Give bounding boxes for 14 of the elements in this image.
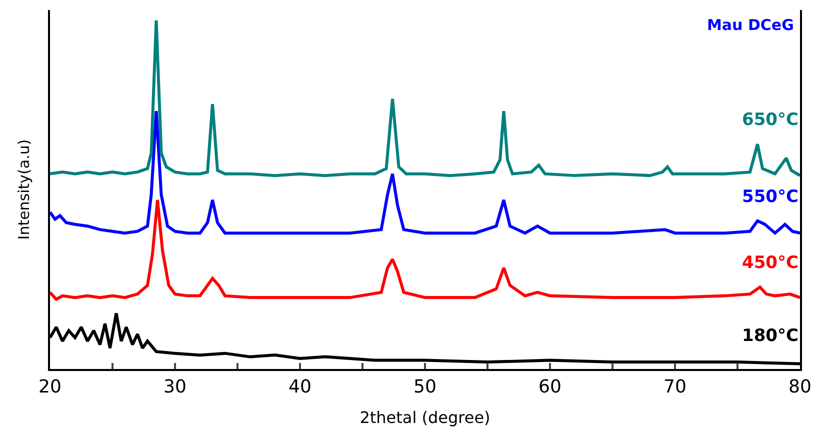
series-label: 650°C xyxy=(742,110,798,130)
series-label: 550°C xyxy=(742,187,798,207)
y-axis-title: Intensity(a.u) xyxy=(14,139,33,240)
x-tick-label: 30 xyxy=(164,376,186,398)
annotation: Mau DCeG xyxy=(707,16,794,34)
series-label: 450°C xyxy=(742,253,798,273)
x-tick-label: 20 xyxy=(38,376,62,398)
x-tick-label: 40 xyxy=(288,376,312,398)
x-axis-title: 2thetal (degree) xyxy=(360,408,490,427)
x-tick-label: 70 xyxy=(664,376,686,398)
x-tick-label: 80 xyxy=(788,376,812,398)
x-tick-label: 50 xyxy=(414,376,436,398)
x-tick-label: 60 xyxy=(538,376,562,398)
series-label: 180°C xyxy=(742,326,798,346)
